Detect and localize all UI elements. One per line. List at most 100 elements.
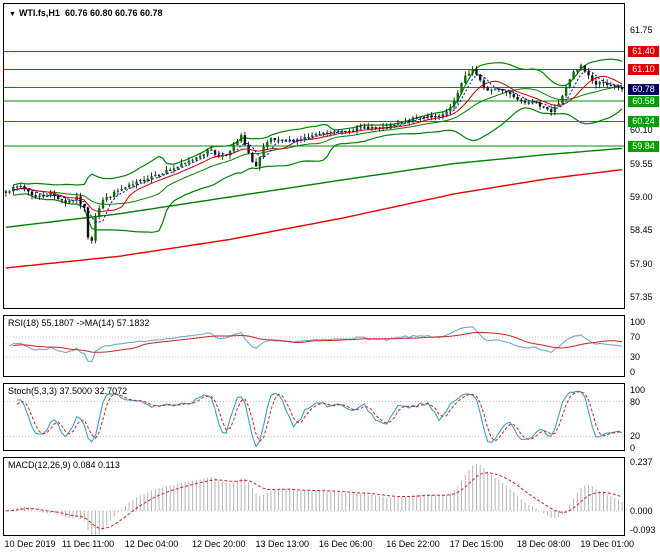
macd-histogram-bar xyxy=(416,495,418,511)
candle-body xyxy=(609,85,613,86)
rsi-tick-30: 30 xyxy=(630,352,641,362)
price-badge-60.58: 60.58 xyxy=(628,95,659,107)
macd-histogram-bar xyxy=(304,490,306,511)
candle-body xyxy=(94,216,97,241)
macd-histogram-bar xyxy=(401,497,403,511)
candle-body xyxy=(124,187,127,189)
candle-body xyxy=(538,102,542,107)
candle-body xyxy=(602,82,605,84)
macd-histogram-bar xyxy=(483,467,485,511)
candle-body xyxy=(49,193,52,196)
macd-histogram-bar xyxy=(591,486,593,511)
macd-histogram-bar xyxy=(345,492,347,511)
macd-histogram-bar xyxy=(382,496,384,511)
macd-histogram-bar xyxy=(479,464,481,511)
candle-body xyxy=(340,131,344,133)
candle-body xyxy=(42,195,45,197)
candle-body xyxy=(243,135,247,145)
ohlc-values: 60.76 60.80 60.76 60.78 xyxy=(64,8,163,18)
macd-tick--0.093: -0.093 xyxy=(630,525,656,535)
candle-body xyxy=(523,101,527,103)
macd-histogram-bar xyxy=(412,495,414,511)
candle-body xyxy=(355,126,359,131)
candle-body xyxy=(131,184,135,186)
candle-body xyxy=(53,193,56,196)
macd-histogram-bar xyxy=(296,490,298,511)
macd-histogram-bar xyxy=(502,482,504,511)
macd-histogram-bar xyxy=(46,510,48,514)
price-badge-60.78: 60.78 xyxy=(628,83,659,95)
macd-histogram-bar xyxy=(244,479,246,511)
macd-tick-0.237: 0.237 xyxy=(630,457,653,467)
main-chart-panel[interactable]: ▼ WTI.fs,H1 60.76 60.80 60.76 60.78 xyxy=(3,3,625,309)
macd-histogram-bar xyxy=(322,491,324,511)
candle-body xyxy=(613,85,616,87)
candle-body xyxy=(191,159,194,161)
macd-histogram-bar xyxy=(617,500,619,511)
macd-label: MACD(12,26,9) 0.084 0.113 xyxy=(8,460,120,470)
price-badge-61.10: 61.10 xyxy=(628,64,659,75)
candle-body xyxy=(79,196,82,205)
macd-histogram-bar xyxy=(72,510,74,519)
macd-histogram-bar xyxy=(266,492,268,511)
macd-histogram-bar xyxy=(300,491,302,511)
macd-histogram-bar xyxy=(326,491,328,511)
macd-histogram-bar xyxy=(166,486,167,511)
macd-histogram-bar xyxy=(315,490,317,511)
time-label: 11 Dec 11:00 xyxy=(61,539,115,549)
macd-histogram-bar xyxy=(91,510,93,535)
stochastic-indicator-panel[interactable]: Stoch(5,3,3) 37.5000 32.7072 xyxy=(3,383,625,451)
macd-histogram-bar xyxy=(517,495,519,511)
macd-histogram-bar xyxy=(554,510,556,519)
macd-histogram-bar xyxy=(102,510,104,530)
macd-histogram-bar xyxy=(337,491,339,511)
macd-histogram-bar xyxy=(386,497,388,511)
macd-histogram-bar xyxy=(236,480,238,511)
chart-title: ▼ WTI.fs,H1 60.76 60.80 60.76 60.78 xyxy=(9,8,163,18)
stochastic-canvas xyxy=(4,390,624,448)
time-label: 19 Dec 01:00 xyxy=(580,539,634,549)
candle-body xyxy=(266,142,269,147)
slow-ma-green xyxy=(5,147,623,228)
rsi-label: RSI(18) 55.1807 ->MA(14) 57.1832 xyxy=(8,318,150,328)
price-tick-59.00: 59.00 xyxy=(630,192,653,202)
candle-body xyxy=(325,132,329,134)
macd-histogram-bar xyxy=(330,491,332,511)
price-tick-58.45: 58.45 xyxy=(630,225,653,236)
candle-body xyxy=(606,83,609,85)
macd-histogram-bar xyxy=(109,510,111,521)
candle-body xyxy=(396,123,400,125)
candle-body xyxy=(329,132,332,134)
price-tick-59.55: 59.55 xyxy=(630,158,653,169)
candle-body xyxy=(426,115,430,118)
candle-body xyxy=(135,181,138,185)
candle-body xyxy=(497,88,501,90)
macd-histogram-bar xyxy=(427,494,429,511)
candle-body xyxy=(146,178,149,181)
macd-histogram-bar xyxy=(203,478,205,511)
macd-histogram-bar xyxy=(214,478,216,511)
candle-body xyxy=(210,149,213,151)
candle-body xyxy=(176,166,179,169)
price-tick-57.90: 57.90 xyxy=(630,258,653,269)
macd-histogram-bar xyxy=(599,490,601,511)
candle-body xyxy=(449,107,452,112)
rsi-indicator-panel[interactable]: RSI(18) 55.1807 ->MA(14) 57.1832 xyxy=(3,315,625,377)
macd-indicator-panel[interactable]: MACD(12,26,9) 0.084 0.113 xyxy=(3,457,625,536)
candle-body xyxy=(475,69,478,75)
symbol-dropdown-icon[interactable]: ▼ xyxy=(9,11,16,18)
candle-body xyxy=(594,80,598,85)
main-chart-canvas[interactable] xyxy=(4,4,624,308)
candle-body xyxy=(161,173,164,176)
macd-histogram-bar xyxy=(50,510,52,513)
macd-histogram-bar xyxy=(509,488,511,511)
candle-body xyxy=(389,124,392,129)
time-label: 12 Dec 04:00 xyxy=(124,539,179,549)
candle-body xyxy=(568,79,571,87)
macd-histogram-bar xyxy=(106,510,108,525)
candle-body xyxy=(27,189,30,192)
stochastic-label: Stoch(5,3,3) 37.5000 32.7072 xyxy=(8,386,128,396)
candle-body xyxy=(359,126,362,128)
candle-body xyxy=(490,89,493,91)
